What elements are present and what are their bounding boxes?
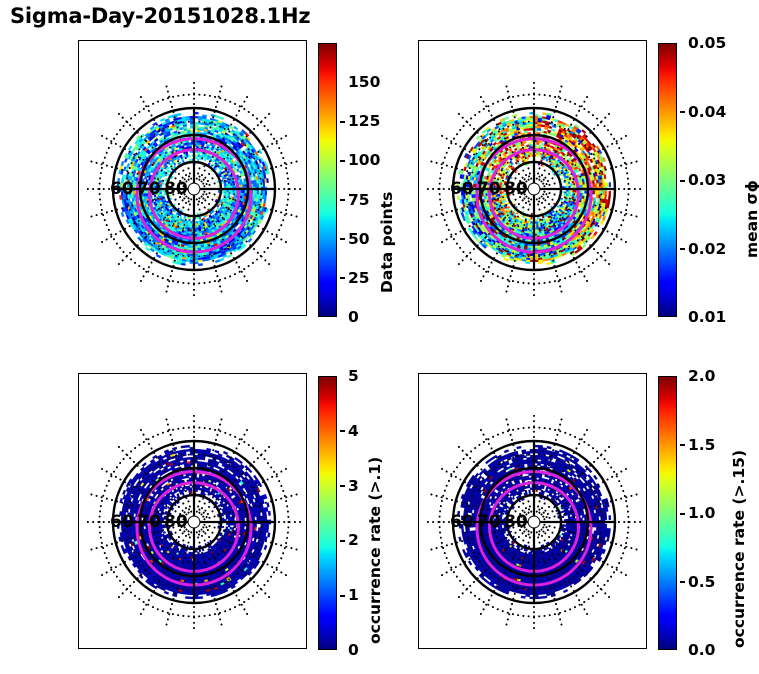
colorbar-tick-label: 5: [340, 367, 359, 385]
colorbar-tick-mark: [340, 650, 345, 652]
colorbar-occurrence-rate-gt-15[interactable]: 0.0 0.5 1.0 1.5 2.0 occurrence rate (>.15): [658, 367, 758, 659]
panel-data-points[interactable]: 60 70 80: [78, 40, 307, 316]
colorbar-tick-mark: [680, 376, 685, 378]
pole-hole: [188, 516, 200, 528]
colorbar-ticks-data-points: 0 25 50 75 100 125 150: [340, 43, 410, 326]
latitude-label-80: 80: [164, 179, 188, 199]
polar-plot-panel-mean-sigma-phi: [425, 80, 643, 298]
colorbar-tick-label: 0.5: [680, 573, 715, 591]
colorbar-tick-mark: [340, 539, 345, 542]
colorbar-tick-mark: [340, 317, 345, 319]
latitude-label-70: 70: [477, 512, 501, 532]
colorbar-tick-label: 75: [340, 191, 370, 209]
colorbar-tick-mark: [680, 581, 685, 583]
colorbar-ticks-mean-sigma-phi: 0.01 0.02 0.03 0.04 0.05: [680, 34, 750, 326]
panel-mean-sigma-phi[interactable]: 60 70 80: [418, 40, 647, 316]
colorbar-tick-mark: [680, 444, 685, 446]
colorbar-tick-mark: [340, 376, 345, 378]
colorbar-tick-mark: [340, 594, 345, 597]
pole-hole: [528, 516, 540, 528]
colorbar-tick-label: 3: [340, 477, 359, 495]
colorbar-tick-label: 25: [340, 269, 370, 287]
colorbar-tick-mark: [680, 111, 685, 113]
polar-plot-panel-occurrence-rate-15: [425, 413, 643, 631]
latitude-label-70: 70: [137, 512, 161, 532]
colorbar-tick-label: 0.05: [680, 34, 726, 52]
colorbar-tick-label: 0.02: [680, 240, 726, 258]
colorbar-tick-label: 0.03: [680, 171, 726, 189]
colorbar-tick-mark: [680, 248, 685, 250]
colorbar-tick-label: 2: [340, 531, 359, 549]
pole-hole: [528, 183, 540, 195]
latitude-label-80: 80: [164, 512, 188, 532]
colorbar-tick-mark: [680, 43, 685, 45]
colorbar-tick-label: 1.0: [680, 504, 715, 522]
colorbar-tick-label: 1: [340, 586, 359, 604]
colorbar-data-points[interactable]: 0 25 50 75 100 125 150 Data points: [318, 43, 418, 326]
colorbar-tick-label: 0.04: [680, 103, 726, 121]
latitude-label-80: 80: [504, 179, 528, 199]
colorbar-tick-mark: [680, 317, 685, 319]
colorbar-tick-mark: [340, 277, 345, 280]
colorbar-gradient-data-points: [318, 43, 337, 317]
ring-ticks: [480, 135, 588, 243]
colorbar-tick-mark: [340, 430, 345, 433]
colorbar-gradient-occurrence-rate-gt-15: [658, 376, 677, 650]
colorbar-tick-label: 150: [340, 73, 380, 91]
colorbar-tick-mark: [340, 238, 345, 241]
panel-occurrence-rate-gt-15[interactable]: 60 70 80: [418, 373, 647, 649]
colorbar-tick-mark: [340, 120, 345, 123]
colorbar-mean-sigma-phi[interactable]: 0.01 0.02 0.03 0.04 0.05 mean σϕ: [658, 34, 759, 326]
colorbar-occurrence-rate-gt-1[interactable]: 0 1 2 3 4 5 occurrence rate (>.1): [318, 367, 418, 659]
colorbar-gradient-mean-sigma-phi: [658, 43, 677, 317]
latitude-label-60: 60: [110, 512, 134, 532]
colorbar-tick-label: 125: [340, 112, 380, 130]
colorbar-tick-mark: [340, 485, 345, 488]
colorbar-tick-mark: [340, 159, 345, 162]
ring-ticks: [480, 468, 588, 576]
figure-title: Sigma-Day-20151028.1Hz: [10, 4, 311, 28]
colorbar-tick-label: 50: [340, 230, 370, 248]
colorbar-tick-mark: [340, 82, 345, 84]
colorbar-tick-mark: [680, 650, 685, 652]
colorbar-tick-label: 0: [340, 641, 359, 659]
colorbar-label-mean-sigma-phi: mean σϕ: [743, 180, 759, 258]
colorbar-tick-label: 4: [340, 422, 359, 440]
pole-hole: [188, 183, 200, 195]
colorbar-ticks-occurrence-rate-gt-15: 0.0 0.5 1.0 1.5 2.0: [680, 367, 750, 659]
latitude-label-80: 80: [504, 512, 528, 532]
colorbar-label-occurrence-rate-gt-15: occurrence rate (>.15): [730, 449, 748, 648]
latitude-label-70: 70: [477, 179, 501, 199]
colorbar-tick-mark: [340, 199, 345, 202]
ring-ticks: [140, 468, 248, 576]
colorbar-label-data-points: Data points: [378, 191, 396, 293]
colorbar-tick-label: 0.0: [680, 641, 715, 659]
colorbar-tick-label: 0: [340, 308, 359, 326]
polar-plot-panel-occurrence-rate-1: [85, 413, 303, 631]
colorbar-tick-mark: [680, 512, 685, 515]
colorbar-tick-label: 0.01: [680, 308, 726, 326]
colorbar-tick-label: 2.0: [680, 367, 715, 385]
colorbar-label-occurrence-rate-gt-1: occurrence rate (>.1): [366, 456, 384, 644]
latitude-label-60: 60: [450, 512, 474, 532]
latitude-label-70: 70: [137, 179, 161, 199]
ring-ticks: [140, 135, 248, 243]
colorbar-tick-label: 1.5: [680, 436, 715, 454]
polar-plot-panel-data-points: [85, 80, 303, 298]
colorbar-tick-label: 100: [340, 151, 380, 169]
latitude-label-60: 60: [450, 179, 474, 199]
colorbar-ticks-occurrence-rate-gt-1: 0 1 2 3 4 5: [340, 367, 410, 659]
colorbar-gradient-occurrence-rate-gt-1: [318, 376, 337, 650]
colorbar-tick-mark: [680, 179, 685, 182]
latitude-label-60: 60: [110, 179, 134, 199]
panel-occurrence-rate-gt-1[interactable]: 60 70 80: [78, 373, 307, 649]
